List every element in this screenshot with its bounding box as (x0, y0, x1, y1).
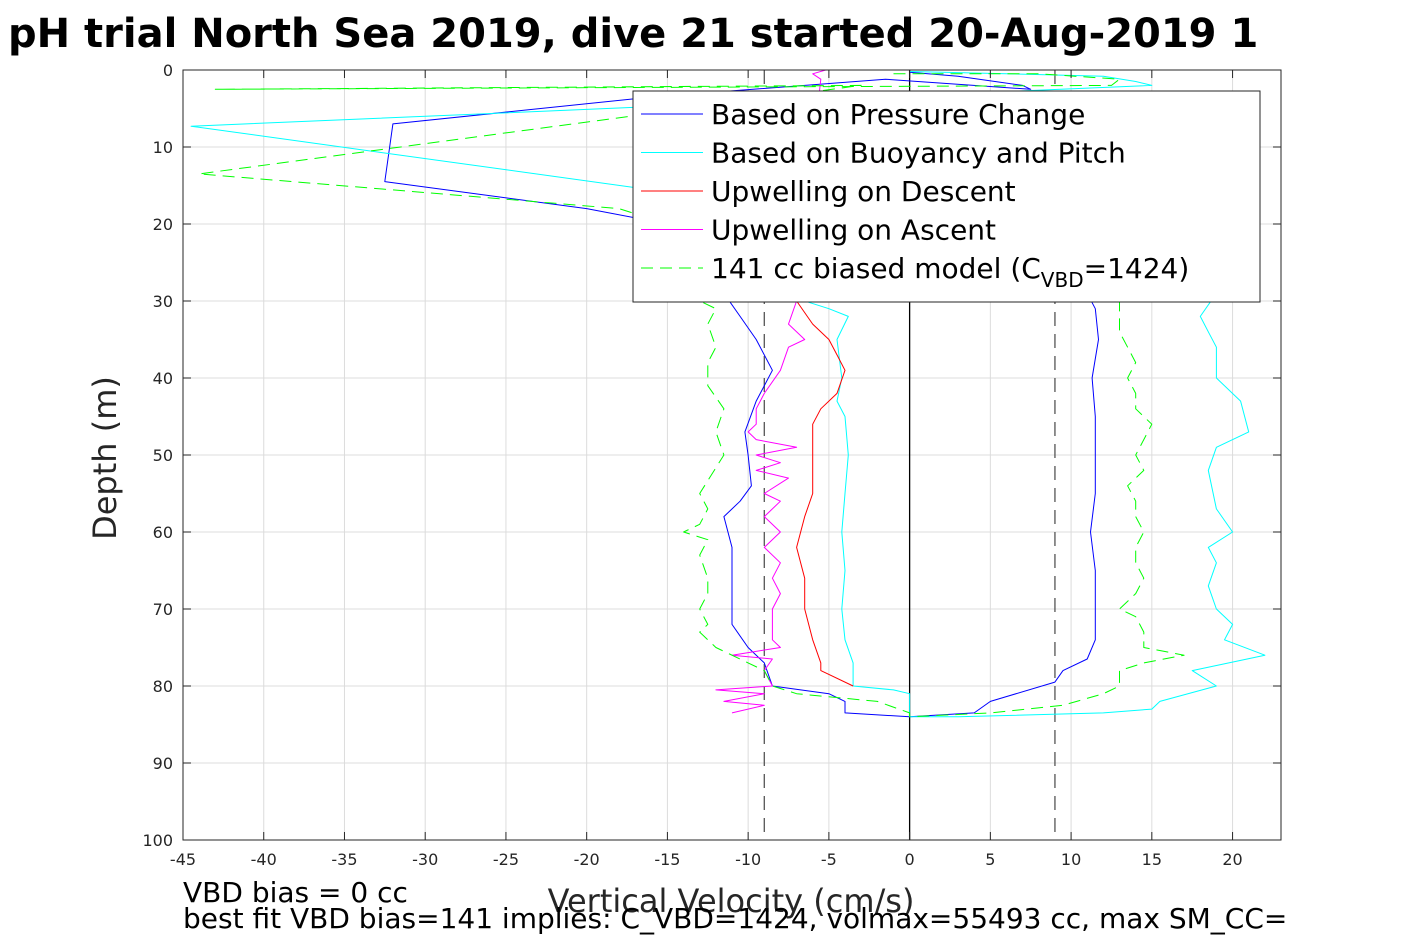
x-tick-label: -30 (412, 850, 438, 869)
x-tick-label: -20 (574, 850, 600, 869)
legend-label-part: 141 cc biased model (C (711, 252, 1041, 285)
x-tick-label: -45 (170, 850, 196, 869)
series-line (715, 70, 826, 714)
legend-label: Upwelling on Descent (711, 175, 1016, 208)
x-tick-label: 20 (1222, 850, 1242, 869)
vbd-bias-note: VBD bias = 0 cc (183, 876, 408, 909)
legend-label: Based on Pressure Change (711, 98, 1085, 131)
legend: Based on Pressure Change Based on Buoyanc… (632, 90, 1261, 303)
x-tick-label: -40 (251, 850, 277, 869)
x-tick-label: -35 (331, 850, 357, 869)
y-tick-label: 20 (153, 215, 173, 234)
x-tick-label: 10 (1061, 850, 1081, 869)
y-tick-label: 40 (153, 369, 173, 388)
x-tick-label: -15 (654, 850, 680, 869)
legend-label: Upwelling on Ascent (711, 214, 996, 247)
y-tick-label: 70 (153, 600, 173, 619)
x-tick-label: -10 (735, 850, 761, 869)
y-tick-label: 10 (153, 138, 173, 157)
best-fit-note: best fit VBD bias=141 implies: C_VBD=142… (183, 902, 1287, 935)
x-axis-label: Vertical Velocity (cm/s) (548, 882, 915, 920)
y-tick-label: 60 (153, 523, 173, 542)
x-tick-label: -5 (821, 850, 837, 869)
y-tick-label: 100 (142, 831, 173, 850)
series-line (796, 300, 854, 687)
x-tick-label: 15 (1142, 850, 1162, 869)
chart-title: pH trial North Sea 2019, dive 21 started… (8, 11, 1258, 57)
x-tick-label: -25 (493, 850, 519, 869)
legend-label-subscript: VBD (1041, 268, 1084, 292)
y-tick-label: 80 (153, 677, 173, 696)
ticks: -45 -40 -35 -30 -25 -20 -15 -10 -5 0 5 10 15 20 0 10 20 3… (142, 61, 1281, 869)
legend-label-part: =1424) (1084, 252, 1190, 285)
legend-label: 141 cc biased model (CVBD=1424) (711, 252, 1189, 292)
y-tick-label: 30 (153, 292, 173, 311)
y-tick-label: 90 (153, 754, 173, 773)
x-tick-label: 0 (905, 850, 915, 869)
legend-box (632, 90, 1261, 303)
y-tick-label: 0 (163, 61, 173, 80)
legend-label: Based on Buoyancy and Pitch (711, 137, 1126, 170)
y-tick-label: 50 (153, 446, 173, 465)
x-tick-label: 5 (985, 850, 995, 869)
series-line (384, 71, 1099, 718)
y-axis-label: Depth (m) (86, 376, 124, 540)
